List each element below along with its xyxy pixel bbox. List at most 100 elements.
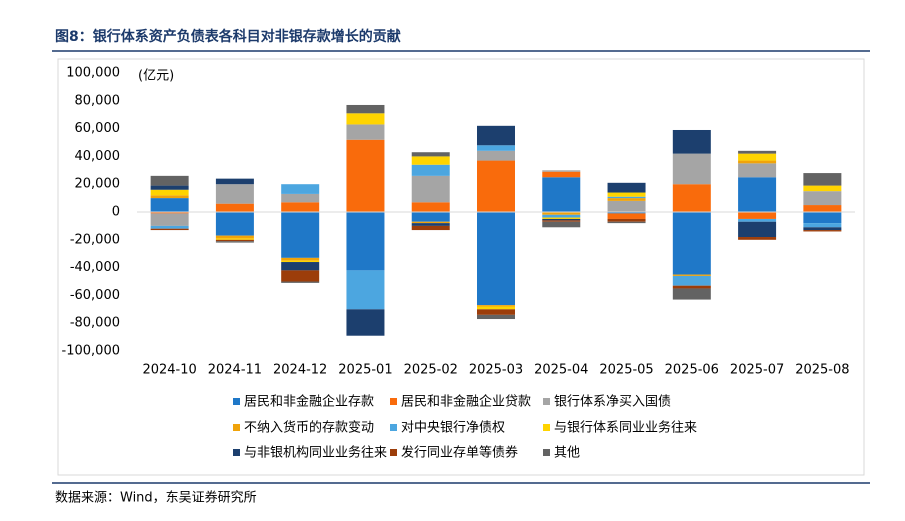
x-tick-label: 2025-02	[404, 363, 458, 378]
bar-segment	[281, 270, 320, 282]
y-tick-label: 0	[112, 205, 120, 220]
bar-segment	[281, 262, 320, 271]
x-tick-label: 2025-06	[665, 363, 719, 378]
bar-segment	[477, 125, 515, 146]
bar-segment	[281, 212, 320, 258]
bar-segment	[542, 220, 581, 222]
bar-segment	[477, 150, 515, 161]
bar-segment	[411, 221, 450, 224]
bar-segment	[150, 198, 189, 212]
legend-swatch	[543, 449, 550, 456]
legend-label: 居民和非金融企业存款	[244, 394, 374, 410]
bar-segment	[672, 285, 711, 289]
bar-segment	[411, 223, 450, 226]
bar-segment	[215, 239, 254, 242]
bar-segment	[803, 185, 842, 192]
bar-segment	[150, 228, 189, 231]
x-tick-label: 2024-11	[208, 363, 262, 378]
legend-label: 与银行体系同业业务往来	[554, 420, 697, 436]
bar-segment	[738, 150, 777, 154]
bar-segment	[411, 212, 450, 222]
bar-segment	[672, 275, 711, 286]
bar-segment	[150, 189, 189, 196]
bar-segment	[281, 193, 320, 203]
bar-segment	[477, 306, 515, 310]
bar-segment	[542, 221, 581, 228]
bar-segment	[542, 217, 581, 219]
bar-segment	[672, 288, 711, 300]
x-tick-label: 2024-10	[142, 363, 196, 378]
y-tick-label: -100,000	[62, 344, 120, 359]
legend-label: 其他	[554, 446, 580, 461]
bar-segment	[738, 221, 777, 238]
bar-segment	[477, 314, 515, 320]
bar-segment	[150, 225, 189, 229]
bar-segment	[803, 230, 842, 232]
x-tick-label: 2024-12	[273, 363, 327, 378]
bar-segment	[607, 192, 646, 197]
bar-segment	[803, 212, 842, 224]
bar-segment	[607, 218, 646, 222]
y-tick-label: 40,000	[75, 149, 121, 164]
chart-title: 图8：银行体系资产负债表各科目对非银存款增长的贡献	[55, 28, 401, 45]
bar-segment	[803, 205, 842, 212]
legend-swatch	[233, 398, 240, 405]
bar-segment	[215, 203, 254, 212]
bar-segment	[215, 212, 254, 236]
bar-segment	[215, 238, 254, 240]
chart-frame	[57, 58, 865, 476]
legend-swatch	[543, 424, 550, 431]
bar-segment	[738, 153, 777, 161]
bar-segment	[672, 274, 711, 276]
bar-segment	[607, 213, 646, 219]
bar-segment	[411, 152, 450, 157]
y-tick-label: -80,000	[70, 316, 120, 331]
bar-segment	[477, 212, 515, 306]
legend-label: 居民和非金融企业贷款	[401, 394, 531, 410]
bar-segment	[477, 145, 515, 151]
bar-segment	[672, 212, 711, 275]
y-tick-label: -60,000	[70, 288, 120, 303]
bar-segment	[803, 223, 842, 228]
bar-segment	[607, 212, 646, 214]
bar-segment	[542, 212, 581, 215]
bar-segment	[803, 191, 842, 206]
bar-segment	[542, 171, 581, 178]
bar-segment	[150, 212, 189, 214]
bar-segment	[607, 196, 646, 199]
bar-segment	[281, 184, 320, 194]
bar-segment	[607, 221, 646, 224]
legend-swatch	[390, 449, 397, 456]
bar-segment	[672, 129, 711, 154]
legend-label: 与非银机构同业业务往来	[244, 445, 387, 461]
bar-segment	[803, 227, 842, 231]
x-tick-label: 2025-04	[534, 363, 588, 378]
legend-label: 对中央银行净债权	[401, 420, 505, 436]
bar-segment	[281, 257, 320, 261]
bar-segment	[672, 153, 711, 185]
bar-segment	[803, 173, 842, 186]
bar-segment	[346, 309, 385, 336]
legend-label: 发行同业存单等债券	[401, 445, 518, 461]
bar-segment	[346, 104, 385, 114]
bar-segment	[281, 260, 320, 263]
legend-swatch	[390, 398, 397, 405]
x-tick-label: 2025-01	[338, 363, 392, 378]
x-tick-label: 2025-03	[469, 363, 523, 378]
bar-segment	[477, 309, 515, 315]
bar-segment	[346, 113, 385, 125]
bar-segment	[542, 177, 581, 212]
bar-segment	[477, 160, 515, 212]
bar-segment	[215, 235, 254, 239]
x-tick-label: 2025-07	[730, 363, 784, 378]
bar-segment	[281, 281, 320, 283]
bar-segment	[150, 185, 189, 190]
legend-swatch	[390, 424, 397, 431]
bar-segment	[607, 200, 646, 212]
bar-segment	[542, 170, 581, 172]
bar-segment	[738, 177, 777, 212]
bar-segment	[738, 163, 777, 178]
bar-segment	[542, 218, 581, 221]
legend-swatch	[233, 449, 240, 456]
